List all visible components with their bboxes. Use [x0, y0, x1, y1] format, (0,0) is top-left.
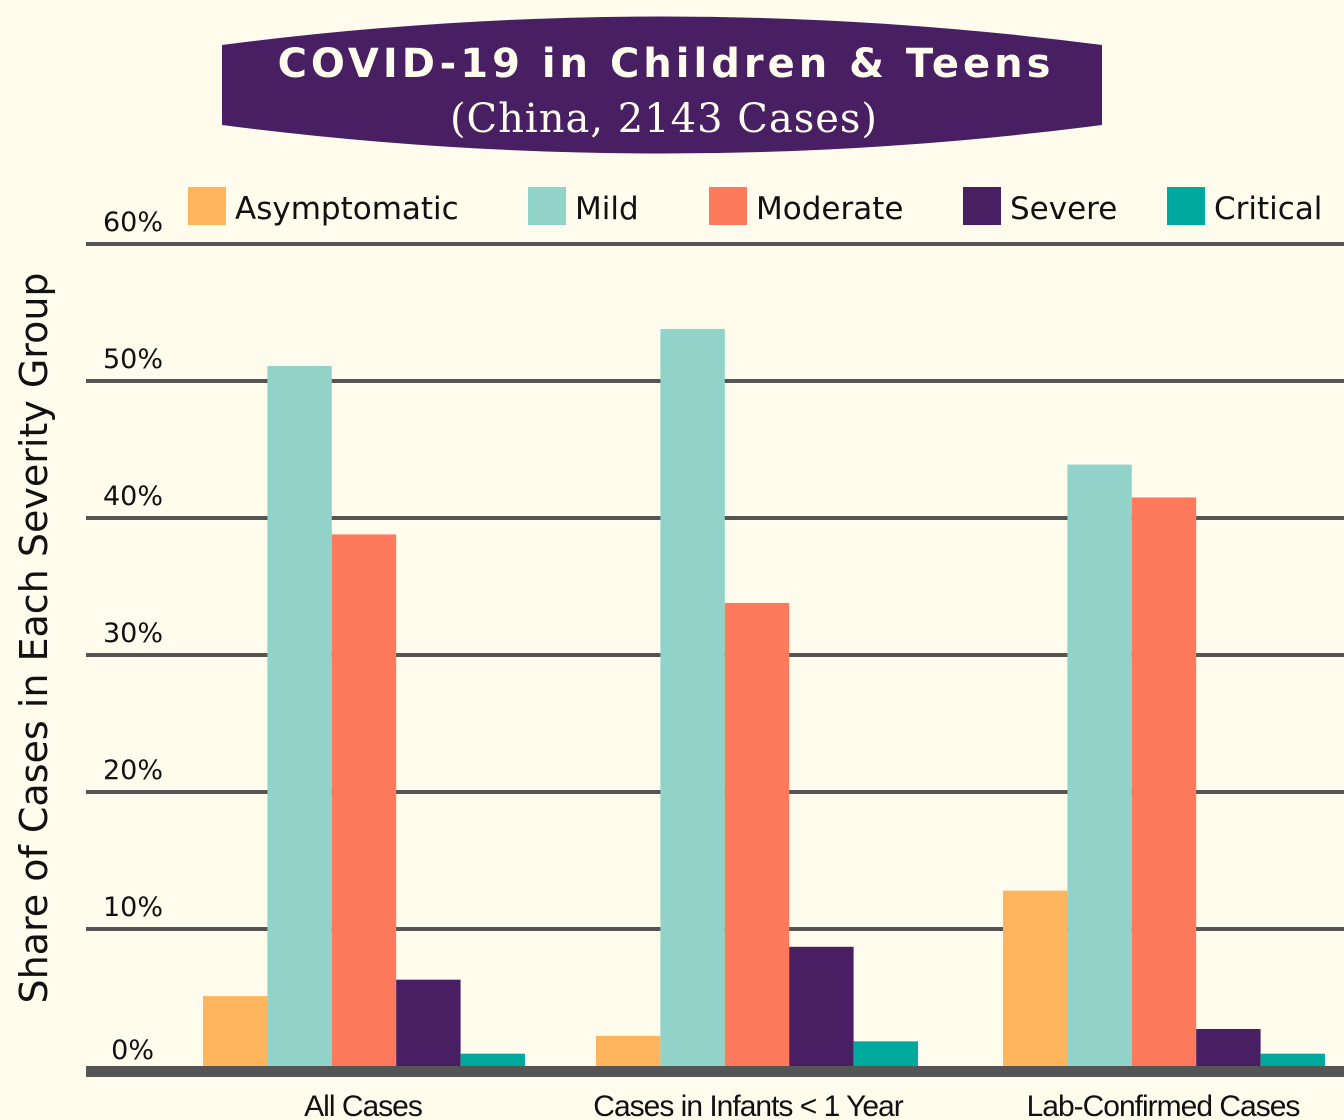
x-tick-labels: All Cases Cases in Infants < 1 Year Lab-Co…: [304, 1090, 1300, 1120]
gridline: [86, 242, 1344, 246]
bar-critical-2: [853, 1041, 918, 1066]
legend-label: Asymptomatic: [235, 191, 459, 227]
legend-label: Severe: [1010, 191, 1117, 227]
legend-swatch: [709, 187, 747, 225]
legend: Asymptomatic Mild Moderate Severe Critical: [188, 187, 1322, 227]
bar-moderate-1: [331, 534, 397, 1066]
bar-moderate-3: [1131, 497, 1197, 1066]
chart-subtitle: (China, 2143 Cases): [450, 96, 878, 142]
bar-mild-2: [660, 328, 725, 1066]
bar-asymptomatic-2: [596, 1035, 661, 1066]
bar-mild-3: [1067, 464, 1132, 1066]
y-tick-label: 10%: [103, 892, 163, 923]
legend-label: Mild: [575, 191, 639, 227]
y-tick-labels: 0% 10% 20% 30% 40% 50% 60%: [103, 207, 163, 1066]
bar-asymptomatic-3: [1003, 890, 1068, 1066]
legend-swatch: [528, 187, 566, 225]
legend-item-severe: Severe: [963, 187, 1117, 227]
y-axis-label: Share of Cases in Each Severity Group: [12, 272, 56, 1003]
y-tick-label: 0%: [111, 1035, 154, 1066]
x-tick-label: All Cases: [304, 1090, 422, 1120]
bar-severe-2: [789, 946, 854, 1066]
bar-asymptomatic-1: [203, 996, 268, 1066]
title-banner: [222, 16, 1102, 154]
legend-item-critical: Critical: [1167, 187, 1322, 227]
x-tick-label: Cases in Infants < 1 Year: [593, 1090, 903, 1120]
legend-swatch: [963, 187, 1001, 225]
x-tick-label: Lab-Confirmed Cases: [1027, 1090, 1300, 1120]
y-tick-label: 40%: [103, 481, 163, 512]
bar-critical-1: [460, 1053, 525, 1066]
legend-label: Critical: [1214, 191, 1322, 227]
y-tick-label: 50%: [103, 344, 163, 375]
x-axis-line: [86, 1066, 1344, 1077]
legend-label: Moderate: [756, 191, 903, 227]
chart-title: COVID-19 in Children & Teens: [278, 41, 1055, 87]
bar-severe-3: [1196, 1029, 1261, 1066]
bar-moderate-2: [724, 602, 790, 1066]
legend-swatch: [1167, 187, 1205, 225]
legend-swatch: [188, 187, 226, 225]
legend-item-mild: Mild: [528, 187, 639, 227]
bars: [203, 328, 1325, 1066]
bar-mild-1: [267, 365, 332, 1066]
y-tick-label: 20%: [103, 755, 163, 786]
legend-item-moderate: Moderate: [709, 187, 903, 227]
y-tick-label: 60%: [103, 207, 163, 238]
legend-item-asymptomatic: Asymptomatic: [188, 187, 459, 227]
y-tick-label: 30%: [103, 618, 163, 649]
bar-severe-1: [396, 979, 461, 1066]
bar-critical-3: [1260, 1053, 1325, 1066]
